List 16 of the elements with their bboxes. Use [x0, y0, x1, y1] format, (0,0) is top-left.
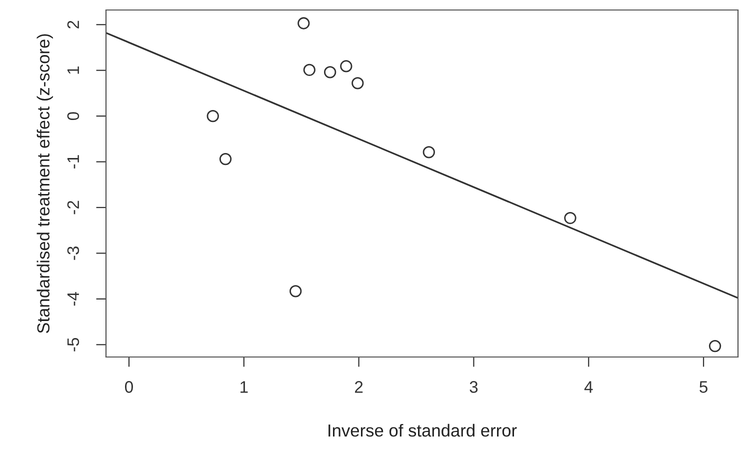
y-tick-label: -5 — [67, 338, 80, 352]
y-axis-title: Standardised treatment effect (z-score) — [36, 34, 53, 334]
y-tick-label: -1 — [67, 155, 79, 168]
x-tick-label: 3 — [470, 381, 478, 393]
y-tick-label: -3 — [67, 246, 80, 260]
y-tick-label: 1 — [67, 66, 79, 74]
x-tick-label: 4 — [584, 381, 593, 393]
x-axis-title: Inverse of standard error — [328, 424, 517, 437]
x-tick-label: 0 — [125, 381, 133, 393]
x-tick-label: 1 — [240, 381, 248, 393]
y-tick-label: -4 — [67, 292, 79, 306]
y-tick-label: -2 — [67, 200, 79, 214]
y-tick-label: 2 — [67, 20, 79, 28]
y-tick-label: 0 — [67, 112, 80, 120]
x-tick-label: 2 — [355, 381, 363, 393]
x-tick-label: 5 — [700, 381, 708, 393]
